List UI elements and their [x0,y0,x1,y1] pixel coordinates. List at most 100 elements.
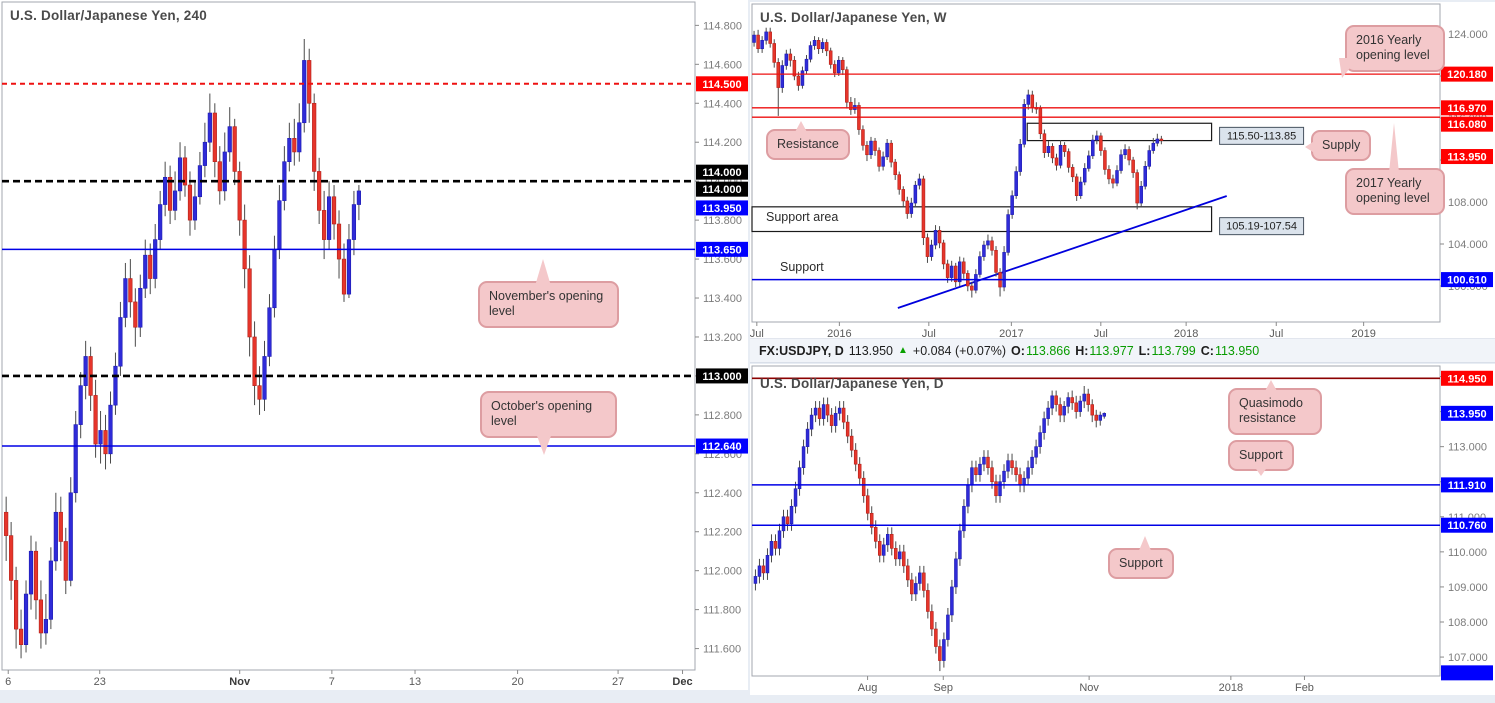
candlestick-chart-daily[interactable]: 115.000114.000113.000112.000111.000110.0… [750,364,1495,695]
x-tick-label: 2016 [827,328,851,338]
price-tag-text: 116.970 [1447,103,1486,115]
x-tick-label: Dec [672,676,692,688]
price-tag-text: 114.500 [702,79,741,91]
y-tick-label: 112.000 [703,566,742,578]
callout-tail [1254,466,1268,479]
x-tick-label: Aug [858,682,878,694]
x-tick-label: Nov [1079,682,1099,694]
x-tick-label: Feb [1295,682,1314,694]
callout-text: October's opening level [491,399,593,429]
price-tag-text: 100.610 [1447,275,1487,287]
callout-2017-yearly-opening-level[interactable]: 2017 Yearly opening level [1345,123,1445,215]
price-tag-partial [1441,665,1493,681]
y-tick-label: 114.800 [703,20,742,32]
callout-supply[interactable]: Supply [1305,130,1372,162]
callout-november-opening-level[interactable]: November's opening level [478,259,619,328]
callout-tail [1339,57,1358,81]
status-change: +0.084 (+0.07%) [912,343,1007,358]
price-tag-text: 113.950 [1447,152,1486,164]
price-tag-113.000 [696,368,748,384]
status-close-value: 113.950 [1214,343,1260,358]
y-tick-label: 114.400 [703,98,742,110]
price-tag-text: 113.950 [1447,408,1486,420]
y-tick-label: 111.600 [703,644,741,656]
y-tick-label: 108.000 [1448,197,1488,209]
zone-range-label-box[interactable] [1219,126,1305,145]
chart-panel-usdjpy-weekly[interactable]: 124.000120.000116.000112.000108.000104.0… [750,2,1495,338]
candlestick-series [752,27,1164,298]
x-tick-label: 2018 [1174,328,1198,338]
callout-support-right[interactable]: Support [1228,440,1294,477]
y-tick-label: 112.200 [703,527,742,539]
y-tick-label: 113.000 [1448,442,1487,454]
x-tick-label: 13 [409,676,421,688]
callout-quasimodo-resistance[interactable]: Quasimodo resistance [1228,380,1322,435]
chart-panel-usdjpy-240[interactable]: 114.800 114.600 114.400 114.200 114.000 113.8… [0,0,748,690]
note-support: Support [780,260,824,274]
y-tick-label: 104.000 [1448,239,1488,251]
callout-text: Resistance [777,137,839,151]
price-tag-text: 114.950 [1447,373,1486,385]
price-tag-text: 112.640 [702,441,741,453]
y-tick-label: 112.800 [703,410,742,422]
x-tick-label: 7 [329,676,335,688]
y-tick-label: 113.800 [703,215,742,227]
x-tick-label: Jul [750,328,764,338]
price-tag-text: 114.000 [702,167,741,179]
plot-area[interactable] [751,3,1441,323]
trendline[interactable] [897,195,1228,309]
callout-text: Support [1119,556,1163,570]
zone-range-label: 105.19-107.54 [1226,221,1297,233]
y-tick-label: 113.400 [703,293,742,305]
price-tag-text: 113.650 [702,244,741,256]
price-zone[interactable] [751,206,1213,233]
price-tag-114.950 [1441,370,1493,386]
chart-title-daily: U.S. Dollar/Japanese Yen, D [760,376,944,391]
x-tick-label: 27 [612,676,624,688]
price-tag-113.950 [1441,149,1493,165]
status-open-label: O: [1011,343,1025,358]
y-tick-label: 124.000 [1448,29,1488,41]
chart-title-weekly: U.S. Dollar/Japanese Yen, W [760,10,947,25]
status-close-label: C: [1200,343,1214,358]
status-high-label: H: [1075,343,1089,358]
callout-tail [536,432,552,458]
x-tick-label: Nov [229,676,251,688]
chart-panel-usdjpy-daily[interactable]: 115.000114.000113.000112.000111.000110.0… [750,364,1495,695]
status-high-value: 113.977 [1089,343,1134,358]
price-tag-114.000 [696,164,748,180]
zone-range-label-box[interactable] [1219,217,1305,236]
candlestick-chart-240[interactable]: 114.800 114.600 114.400 114.200 114.000 113.8… [0,0,748,690]
callout-tail [1389,120,1399,173]
chart-title-240: U.S. Dollar/Japanese Yen, 240 [10,8,207,23]
callout-text: November's opening level [489,289,604,319]
price-tag-111.910 [1441,477,1493,493]
x-tick-label: 20 [511,676,523,688]
price-zone[interactable] [1026,122,1213,142]
callout-october-opening-level[interactable]: October's opening level [480,391,617,455]
callout-tail [1302,140,1316,154]
plot-area[interactable] [1,1,696,671]
callout-2016-yearly-opening-level[interactable]: 2016 Yearly opening level [1339,25,1445,78]
status-last-price: 113.950 [848,343,894,358]
price-tag-120.180 [1441,66,1493,82]
callout-tail [1264,377,1278,393]
price-tag-text: 113.950 [702,203,741,215]
y-tick-label: 113.200 [703,332,742,344]
y-tick-label: 114.200 [703,137,742,149]
price-tag-116.080 [1441,116,1493,132]
price-tag-100.610 [1441,272,1493,288]
price-tag-112.640 [696,438,748,454]
price-tag-text: 116.080 [1447,119,1486,131]
x-tick-label: Jul [1269,328,1283,338]
callout-support-mid[interactable]: Support [1108,536,1174,580]
candlestick-chart-weekly[interactable]: 124.000120.000116.000112.000108.000104.0… [750,2,1495,338]
status-symbol: FX:USDJPY, D [759,343,844,358]
note-support-area: Support area [766,210,839,224]
x-tick-label: 23 [94,676,106,688]
price-tag-113.950 [696,200,748,216]
symbol-status-bar: FX:USDJPY, D 113.950 ▲ +0.084 (+0.07%) O… [750,338,1495,363]
price-tag-113.950 [1441,405,1493,421]
callout-resistance[interactable]: Resistance [766,121,850,161]
x-tick-label: 6 [5,676,11,688]
